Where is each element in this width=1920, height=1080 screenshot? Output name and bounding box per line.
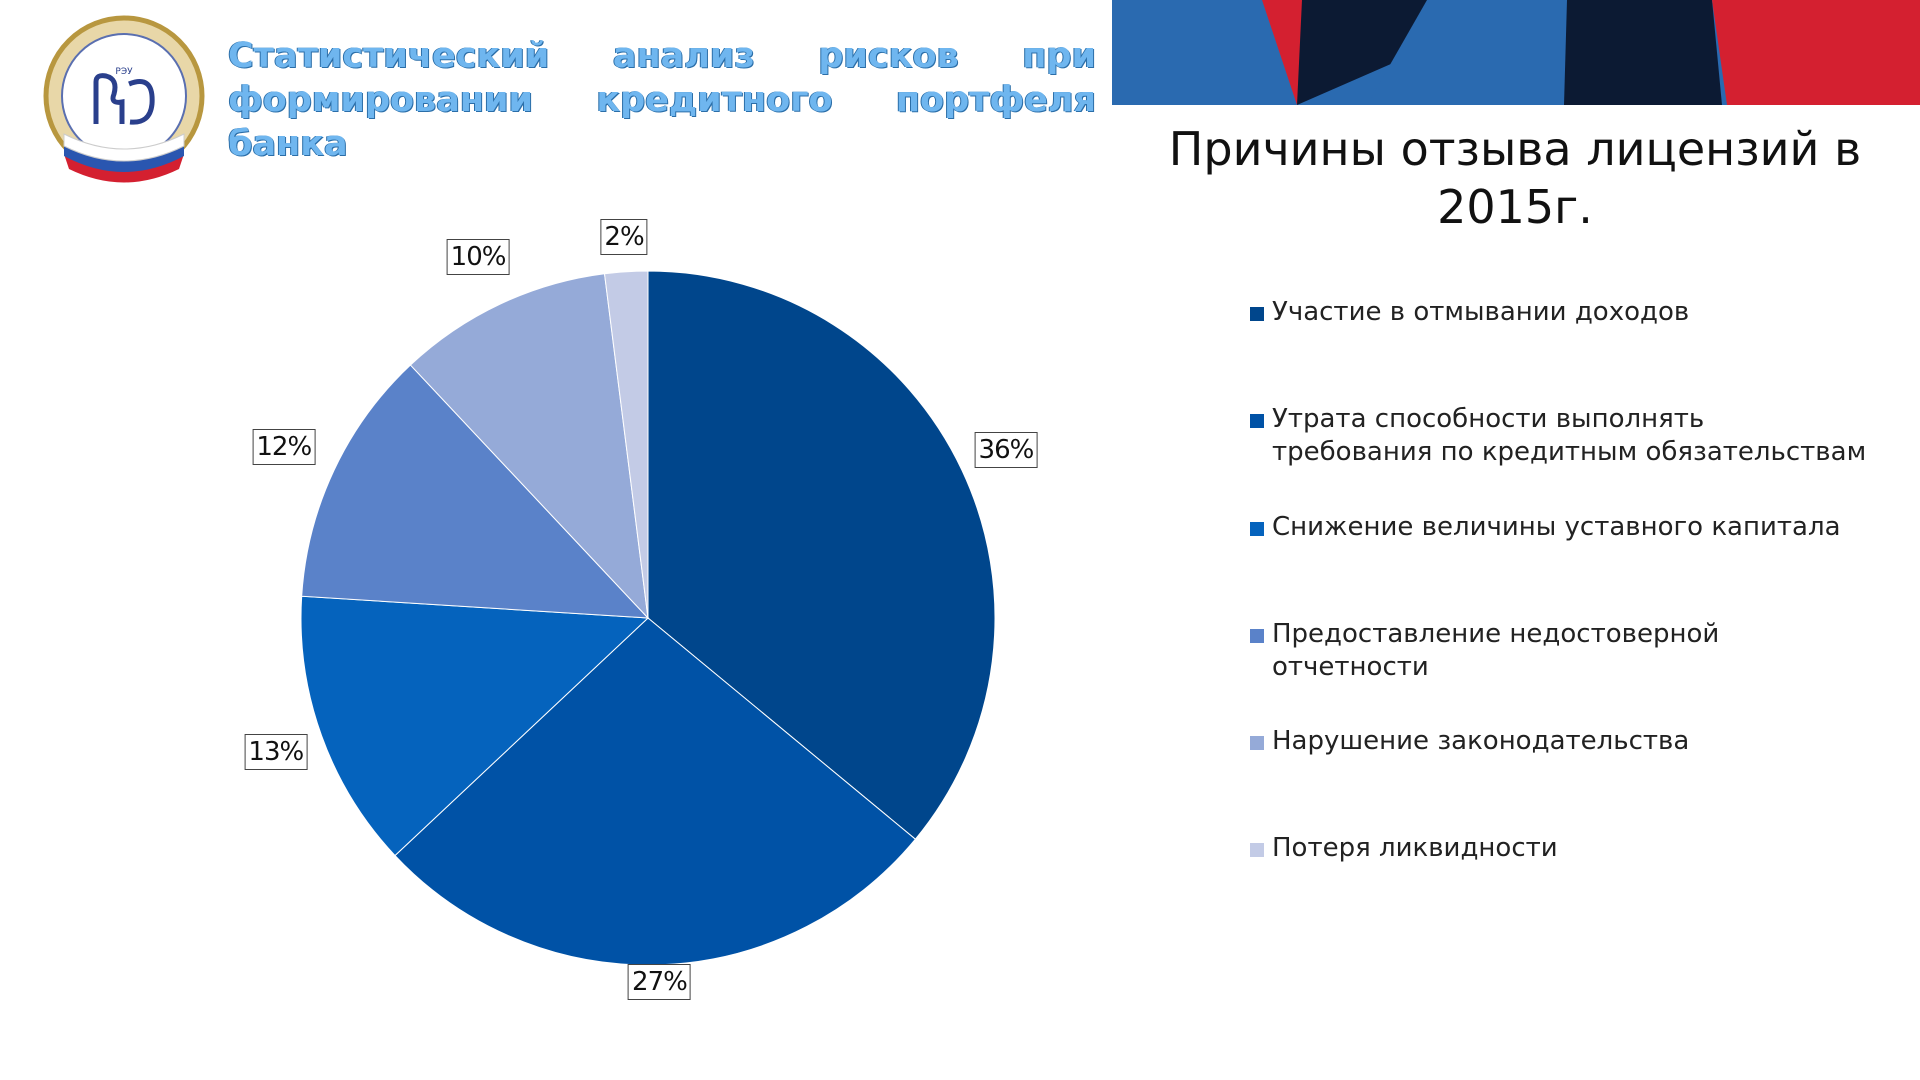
slice-value-label: 2% [600,219,648,256]
pie-slice [409,273,649,620]
legend-swatch [1250,522,1264,536]
legend-swatch [1250,414,1264,428]
chart-title: Причины отзыва лицензий в 2015г. [1168,122,1862,234]
slice-value-label: 36% [974,431,1038,468]
legend-item: Нарушение законодательства [1250,725,1872,758]
university-emblem-icon: РЭУ [43,15,205,183]
presentation-title: Статистический анализ рисков при формиро… [228,34,1096,166]
legend-item: Утрата способности выполнять требования … [1250,403,1872,469]
legend-item: Предоставление недостоверной отчетности [1250,618,1872,684]
slice-value-label: 10% [446,238,510,275]
legend-item: Снижение величины уставного капитала [1250,511,1872,544]
pie-slice [300,595,650,857]
slice-value-label: 13% [244,733,308,770]
legend-swatch [1250,843,1264,857]
legend-swatch [1250,629,1264,643]
legend-label: Снижение величины уставного капитала [1272,512,1841,542]
legend-label: Нарушение законодательства [1272,726,1690,756]
pie-slice [603,270,649,619]
slice-value-label: 12% [252,428,316,465]
legend-item: Участие в отмывании доходов [1250,296,1872,329]
legend-swatch [1250,307,1264,321]
legend-label: Предоставление недостоверной отчетности [1272,619,1720,682]
svg-text:РЭУ: РЭУ [115,67,133,77]
decorative-banner [1112,0,1920,105]
slice-value-label: 27% [628,964,691,1001]
pie-slice [301,364,650,619]
legend-label: Потеря ликвидности [1272,833,1558,863]
legend-label: Утрата способности выполнять требования … [1272,404,1867,467]
presentation-title-line-1: Статистический анализ рисков при [228,36,1096,76]
legend-swatch [1250,736,1264,750]
presentation-title-line-2: формировании кредитного портфеля банка [228,80,1096,164]
legend-item: Потеря ликвидности [1250,832,1872,865]
pie-slice [647,270,996,840]
legend-label: Участие в отмывании доходов [1272,297,1690,327]
